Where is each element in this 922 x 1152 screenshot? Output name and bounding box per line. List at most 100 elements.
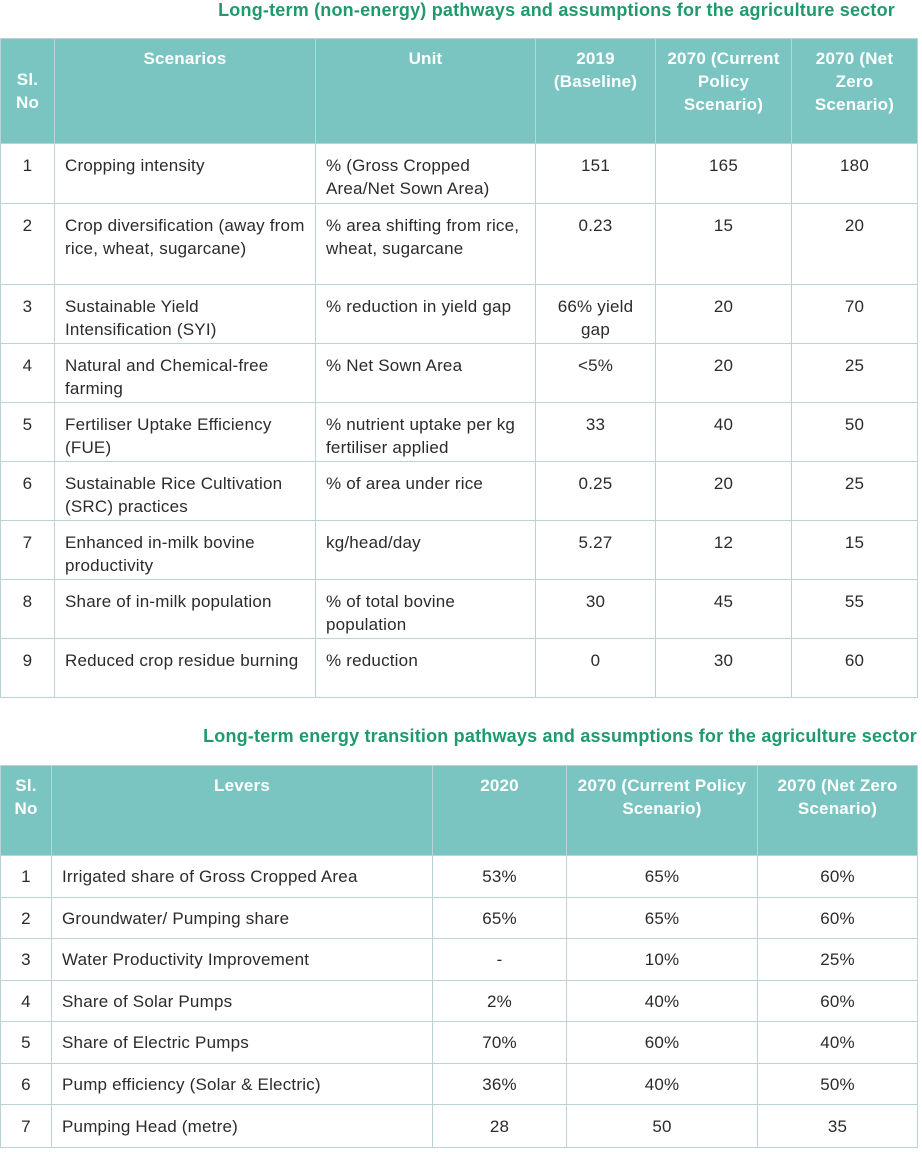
table-cell: Pump efficiency (Solar & Electric) — [51, 1063, 433, 1105]
table-cell: 25 — [791, 461, 918, 521]
table-cell: 1 — [0, 855, 52, 898]
table-cell: 53% — [432, 855, 567, 898]
table-title: Long-term (non-energy) pathways and assu… — [218, 0, 895, 20]
table-cell: 60% — [757, 980, 918, 1022]
table-cell: 20 — [655, 343, 792, 403]
table-cell: 40 — [655, 402, 792, 462]
table-cell: Reduced crop residue burning — [54, 638, 316, 698]
table-cell: Water Productivity Improvement — [51, 938, 433, 981]
header-cell: 2020 — [432, 765, 567, 856]
table-cell: 7 — [0, 520, 55, 580]
table-cell: 9 — [0, 638, 55, 698]
table-cell: 40% — [566, 980, 758, 1022]
table-row: 4 Natural and Chemical-free farming% Net … — [0, 343, 918, 403]
table-cell: 6 — [0, 1063, 52, 1105]
table-cell: 2 — [0, 203, 55, 285]
table-cell: kg/head/day — [315, 520, 536, 580]
table-cell: 1 — [0, 143, 55, 204]
table-cell: 20 — [791, 203, 918, 285]
table-cell: 2 — [0, 897, 52, 939]
table-cell: 65% — [566, 897, 758, 939]
table-cell: Groundwater/ Pumping share — [51, 897, 433, 939]
table-cell: Cropping intensity — [54, 143, 316, 204]
table-cell: % nutrient uptake per kg fertiliser appl… — [315, 402, 536, 462]
table-cell: 20 — [655, 284, 792, 344]
table-cell: 66% yield gap — [535, 284, 656, 344]
table-cell: % of area under rice — [315, 461, 536, 521]
table-cell: Sustainable Yield Intensification (SYI) — [54, 284, 316, 344]
table-row: 1 Irrigated share of Gross Cropped Area 53… — [0, 855, 918, 898]
table-cell: 0.25 — [535, 461, 656, 521]
table-cell: 151 — [535, 143, 656, 204]
table-row: 2 Groundwater/ Pumping share 65% 65% 60% — [0, 897, 918, 939]
header-cell: 2070 (Net Zero Scenario) — [757, 765, 918, 856]
table-cell: Share of Solar Pumps — [51, 980, 433, 1022]
table-cell: 30 — [655, 638, 792, 698]
header-cell: 2070 (Current Policy Scenario) — [655, 38, 792, 144]
header-row: Sl. No Scenarios Unit 2019 (Baseline) 2070 (… — [0, 38, 918, 144]
table-row: 3 Water Productivity Improvement -10% 25% — [0, 938, 918, 981]
table-cell: 65% — [432, 897, 567, 939]
table-row: 9 Reduced crop residue burning% reduction… — [0, 638, 918, 698]
table-row: 6 Sustainable Rice Cultivation (SRC) prac… — [0, 461, 918, 521]
table-cell: 65% — [566, 855, 758, 898]
table-cell: 60 — [791, 638, 918, 698]
table-cell: Natural and Chemical-free farming — [54, 343, 316, 403]
table-cell: 5 — [0, 1021, 52, 1064]
table-cell: 70 — [791, 284, 918, 344]
table-cell: 20 — [655, 461, 792, 521]
table-cell: 30 — [535, 579, 656, 639]
table-cell: 60% — [757, 855, 918, 898]
table-row: 6 Pump efficiency (Solar & Electric) 36% 40… — [0, 1063, 918, 1105]
table-cell: 5.27 — [535, 520, 656, 580]
table-cell: 50 — [566, 1104, 758, 1148]
table-cell: 55 — [791, 579, 918, 639]
table-cell: 0.23 — [535, 203, 656, 285]
table-cell: 6 — [0, 461, 55, 521]
table-row: 1 Cropping intensity% (Gross Cropped Area… — [0, 143, 918, 204]
table-cell: - — [432, 938, 567, 981]
header-cell: 2019 (Baseline) — [535, 38, 656, 144]
table-cell: 25 — [791, 343, 918, 403]
table-cell: <5% — [535, 343, 656, 403]
table: Sl. No Scenarios Unit 2019 (Baseline) 2070 (… — [0, 38, 918, 698]
table-cell: 165 — [655, 143, 792, 204]
table-cell: Pumping Head (metre) — [51, 1104, 433, 1148]
table-cell: 36% — [432, 1063, 567, 1105]
table-cell: 15 — [791, 520, 918, 580]
table-cell: 0 — [535, 638, 656, 698]
header-cell: Unit — [315, 38, 536, 144]
table-cell: Fertiliser Uptake Efficiency (FUE) — [54, 402, 316, 462]
table-cell: 70% — [432, 1021, 567, 1064]
table-cell: 35 — [757, 1104, 918, 1148]
table-cell: Crop diversification (away from rice, wh… — [54, 203, 316, 285]
table-cell: 4 — [0, 343, 55, 403]
header-cell: Scenarios — [54, 38, 316, 144]
table-cell: Sustainable Rice Cultivation (SRC) pract… — [54, 461, 316, 521]
header-cell: 2070 (Net Zero Scenario) — [791, 38, 918, 144]
table-row: 2 Crop diversification (away from rice, w… — [0, 203, 918, 285]
table-cell: Irrigated share of Gross Cropped Area — [51, 855, 433, 898]
table-cell: 10% — [566, 938, 758, 981]
table-cell: 50 — [791, 402, 918, 462]
table-cell: Enhanced in-milk bovine productivity — [54, 520, 316, 580]
table-cell: 40% — [757, 1021, 918, 1064]
table-cell: 12 — [655, 520, 792, 580]
header-cell: 2070 (Current Policy Scenario) — [566, 765, 758, 856]
header-cell: Sl. No — [0, 38, 55, 144]
header-cell: Levers — [51, 765, 433, 856]
table-cell: 50% — [757, 1063, 918, 1105]
table-cell: 15 — [655, 203, 792, 285]
header-cell: Sl. No — [0, 765, 52, 856]
table-cell: 180 — [791, 143, 918, 204]
table-cell: 4 — [0, 980, 52, 1022]
table-cell: 2% — [432, 980, 567, 1022]
table-row: 3 Sustainable Yield Intensification (SYI)… — [0, 284, 918, 344]
table-title: Long-term energy transition pathways and… — [203, 726, 917, 746]
table-cell: 28 — [432, 1104, 567, 1148]
table-row: 7 Enhanced in-milk bovine productivity kg/… — [0, 520, 918, 580]
table-cell: 25% — [757, 938, 918, 981]
table-cell: 5 — [0, 402, 55, 462]
table-cell: % area shifting from rice, wheat, sugarc… — [315, 203, 536, 285]
